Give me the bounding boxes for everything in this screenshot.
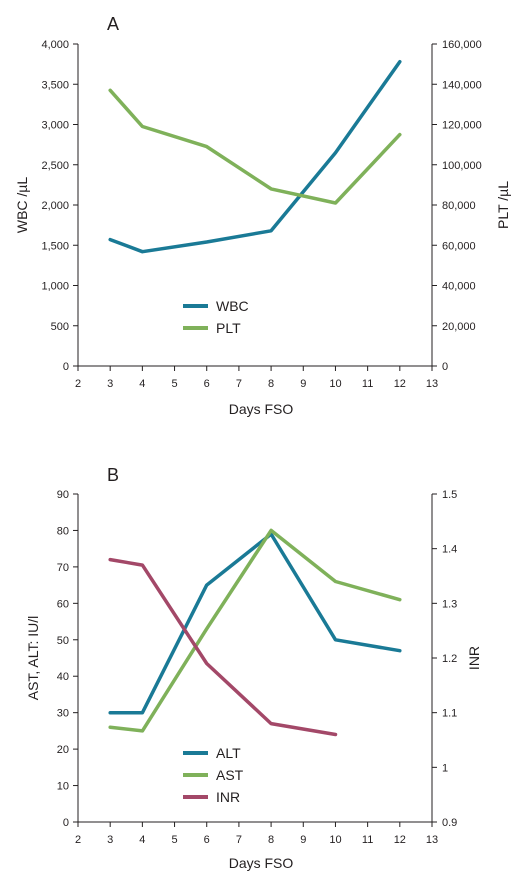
x-tick-label: 3 bbox=[107, 834, 113, 846]
y-tick-label: 2,000 bbox=[41, 200, 69, 212]
y-tick-label: 500 bbox=[51, 321, 69, 333]
y-tick-label: 50 bbox=[57, 635, 69, 647]
legend-label-ast: AST bbox=[216, 767, 244, 783]
panel-label: B bbox=[107, 465, 119, 485]
x-tick-label: 12 bbox=[394, 378, 406, 390]
y2-tick-label: 160,000 bbox=[442, 39, 482, 51]
y-tick-label: 1,500 bbox=[41, 240, 69, 252]
y2-tick-label: 1.4 bbox=[442, 544, 457, 556]
y2-tick-label: 1 bbox=[442, 762, 448, 774]
x-tick-label: 5 bbox=[171, 378, 177, 390]
y2-tick-label: 40,000 bbox=[442, 281, 476, 293]
y2-tick-label: 1.2 bbox=[442, 653, 457, 665]
chart-panel-a: A 2 3 4 5 6 7 8 9 10 11 12 13 0 500 1,000 1,500 2,000 2,50… bbox=[14, 14, 511, 417]
series-line-wbc bbox=[108, 59, 402, 254]
y2-tick-label: 20,000 bbox=[442, 321, 476, 333]
x-tick-label: 12 bbox=[394, 834, 406, 846]
series-line-alt bbox=[108, 532, 402, 715]
x-tick-label: 13 bbox=[426, 834, 438, 846]
x-tick-label: 7 bbox=[236, 834, 242, 846]
x-tick-label: 8 bbox=[268, 834, 274, 846]
y-tick-label: 3,000 bbox=[41, 120, 69, 132]
x-tick-label: 2 bbox=[75, 378, 81, 390]
panel-label: A bbox=[107, 14, 119, 34]
y-tick-label: 0 bbox=[63, 361, 69, 373]
x-tick-label: 10 bbox=[329, 378, 341, 390]
series-line-ast bbox=[108, 528, 402, 733]
y-tick-label: 60 bbox=[57, 598, 69, 610]
legend-label-plt: PLT bbox=[216, 320, 241, 336]
y-tick-label: 2,500 bbox=[41, 160, 69, 172]
chart-panel-b: B 2 3 4 5 6 7 8 9 10 11 12 13 0 10 20 30 40 50 60 70 80 90 0.9 1… bbox=[25, 465, 482, 871]
y-axis-title: AST, ALT: IU/l bbox=[25, 616, 41, 701]
x-tick-label: 11 bbox=[362, 834, 373, 846]
y-tick-label: 70 bbox=[57, 562, 69, 574]
x-tick-label: 4 bbox=[139, 834, 145, 846]
y2-axis-title: PLT /µL bbox=[495, 181, 511, 229]
x-tick-label: 4 bbox=[139, 378, 145, 390]
y2-tick-label: 120,000 bbox=[442, 120, 482, 132]
y-tick-label: 30 bbox=[57, 708, 69, 720]
y-tick-label: 90 bbox=[57, 489, 69, 501]
x-tick-label: 3 bbox=[107, 378, 113, 390]
y-tick-label: 20 bbox=[57, 744, 69, 756]
y-tick-label: 40 bbox=[57, 671, 69, 683]
y2-tick-label: 0 bbox=[442, 361, 448, 373]
legend-label-inr: INR bbox=[216, 789, 240, 805]
x-tick-label: 13 bbox=[426, 378, 438, 390]
y-tick-label: 10 bbox=[57, 781, 69, 793]
y2-tick-label: 80,000 bbox=[442, 200, 476, 212]
y2-tick-label: 1.3 bbox=[442, 598, 457, 610]
x-tick-label: 7 bbox=[236, 378, 242, 390]
x-tick-label: 10 bbox=[329, 834, 341, 846]
y2-tick-label: 1.1 bbox=[442, 708, 457, 720]
y2-tick-label: 140,000 bbox=[442, 79, 482, 91]
x-axis-title: Days FSO bbox=[229, 401, 294, 417]
y2-tick-label: 1.5 bbox=[442, 489, 457, 501]
y2-tick-label: 100,000 bbox=[442, 160, 482, 172]
x-tick-label: 9 bbox=[300, 378, 306, 390]
x-tick-label: 11 bbox=[362, 378, 373, 390]
y-tick-label: 80 bbox=[57, 525, 69, 537]
y-tick-label: 3,500 bbox=[41, 79, 69, 91]
y2-tick-label: 60,000 bbox=[442, 240, 476, 252]
x-tick-label: 6 bbox=[204, 834, 210, 846]
legend-label-wbc: WBC bbox=[216, 298, 249, 314]
x-tick-label: 5 bbox=[171, 834, 177, 846]
x-tick-label: 6 bbox=[204, 378, 210, 390]
y-tick-label: 0 bbox=[63, 817, 69, 829]
series-line-plt bbox=[108, 88, 402, 205]
y-tick-label: 4,000 bbox=[41, 39, 69, 51]
y2-tick-label: 0.9 bbox=[442, 817, 457, 829]
x-tick-label: 8 bbox=[268, 378, 274, 390]
y-axis-title: WBC /µL bbox=[14, 177, 30, 234]
x-tick-label: 2 bbox=[75, 834, 81, 846]
x-axis-title: Days FSO bbox=[229, 855, 294, 871]
y-tick-label: 1,000 bbox=[41, 281, 69, 293]
x-tick-label: 9 bbox=[300, 834, 306, 846]
legend-label-alt: ALT bbox=[216, 745, 241, 761]
y2-axis-title: INR bbox=[466, 646, 482, 670]
